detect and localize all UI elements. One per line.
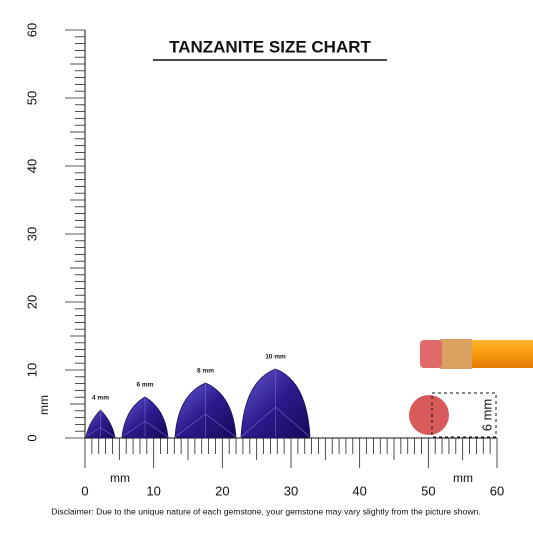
eraser [409,395,449,435]
unit-label: mm [453,471,473,485]
unit-label: mm [37,395,51,415]
ruler-label: 40 [24,159,39,173]
gem-label: 6 mm [137,382,154,389]
title: TANZANITE SIZE CHART [169,37,371,56]
ruler-label: 20 [24,295,39,309]
pencil [420,339,533,369]
ruler-label: 50 [24,91,39,105]
eraser-label: 6 mm [479,399,494,432]
gem-facet [174,383,237,438]
gem-facet [85,410,116,438]
ruler-label: 40 [352,483,366,498]
ruler-label: 0 [24,434,39,441]
ruler-label: 0 [81,483,88,498]
disclaimer: Disclaimer: Due to the unique nature of … [51,506,480,516]
ruler-label: 10 [24,363,39,377]
ruler-label: 60 [24,23,39,37]
ruler-label: 60 [490,483,504,498]
ruler-label: 10 [146,483,160,498]
ruler-label: 30 [284,483,298,498]
unit-label: mm [110,471,130,485]
gem-label: 10 mm [265,354,286,361]
gem-label: 4 mm [92,395,109,402]
gem-label: 8 mm [197,368,214,375]
eraser-measure [431,392,497,438]
gem-facet [121,397,169,438]
gem-facet [240,369,311,438]
ruler-label: 20 [215,483,229,498]
ruler-label: 30 [24,227,39,241]
ruler-label: 50 [421,483,435,498]
